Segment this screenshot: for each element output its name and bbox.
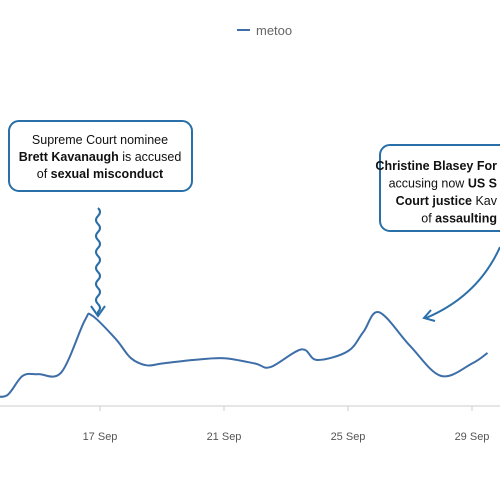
annotation-2-arrow (425, 246, 500, 319)
legend: metoo (237, 23, 292, 38)
data-point (113, 336, 119, 342)
annotation-1-text: Supreme Court nominee Brett Kavanaugh is … (19, 133, 182, 181)
annotation-2: Christine Blasey For accusing now US S Cou… (375, 144, 500, 322)
annotation-1-wavy-arrow (95, 207, 101, 316)
data-point (20, 373, 26, 379)
x-tick-label: 21 Sep (207, 431, 242, 443)
annotation-text-run: Court justice (396, 194, 472, 208)
series-layer (0, 309, 491, 398)
annotation-text-run: Christine Blasey For (375, 159, 497, 173)
annotation-text-run: US S (468, 177, 497, 191)
annotation-text-run: Supreme Court nominee (32, 133, 168, 147)
annotation-text-run: sexual misconduct (51, 167, 164, 181)
x-tick-label: 25 Sep (331, 431, 366, 443)
data-point (361, 329, 367, 335)
data-point (407, 343, 413, 349)
legend-label-metoo: metoo (256, 23, 292, 38)
data-point (89, 313, 95, 319)
data-point (221, 355, 227, 361)
annotation-2-box (379, 144, 500, 232)
annotation-text-run: of (421, 212, 435, 226)
annotation-2-text: Christine Blasey For accusing now US S Cou… (375, 159, 497, 226)
data-point (438, 373, 444, 379)
annotation-1: Supreme Court nominee Brett Kavanaugh is … (8, 120, 193, 318)
data-point (252, 361, 258, 367)
x-axis: 17 Sep 21 Sep 25 Sep 29 Sep (0, 405, 500, 443)
data-point (144, 362, 150, 368)
data-point (82, 318, 88, 324)
x-tick-label: 17 Sep (83, 431, 118, 443)
annotation-text-run: of (37, 167, 51, 181)
annotation-1-arrowhead (90, 305, 106, 318)
data-point (268, 364, 274, 370)
data-point (345, 348, 351, 354)
series-line-metoo (0, 311, 489, 398)
data-point (190, 357, 196, 363)
x-ticks: 17 Sep 21 Sep 25 Sep 29 Sep (83, 406, 490, 443)
annotation-text-run: accusing now (389, 177, 468, 191)
annotation-text-run: assaulting (435, 212, 497, 226)
data-point (159, 361, 165, 367)
data-point (128, 355, 134, 361)
annotation-1-box (8, 120, 193, 192)
annotation-text-run: Brett Kavanaugh (19, 150, 119, 164)
data-point (299, 346, 305, 352)
data-point (314, 357, 320, 363)
data-point (376, 309, 382, 315)
data-point (485, 350, 491, 356)
data-point (35, 371, 41, 377)
annotation-text-run: is accused (119, 150, 182, 164)
data-point (469, 361, 475, 367)
annotation-text-run: Kav (472, 194, 498, 208)
annotation-2-arrowhead (422, 309, 436, 322)
data-point (58, 369, 64, 375)
x-tick-label: 29 Sep (455, 431, 490, 443)
data-point (4, 392, 10, 398)
